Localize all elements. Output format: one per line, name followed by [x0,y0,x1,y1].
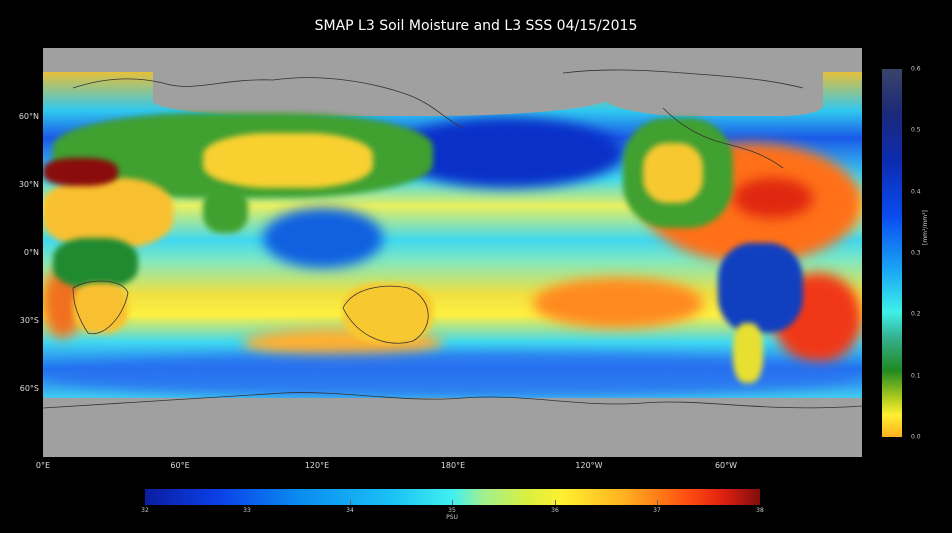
land-southern-africa [73,283,128,333]
land-central-africa [53,238,138,288]
sss-tick-36: 36 [551,507,559,514]
sss-tick-37: 37 [653,507,661,514]
lon-label-60e: 60°E [170,461,190,470]
sss-tick-38: 38 [756,507,764,514]
lat-label-30n: 30°N [18,180,39,189]
land-africa-sahara [43,178,173,248]
lat-label-60s: 60°S [19,384,39,393]
antarctica-mask [43,398,862,457]
sss-tick-32: 32 [141,507,149,514]
soil-moisture-colorbar [882,69,902,437]
lon-label-120w: 120°W [575,461,603,470]
mediterranean [43,158,118,186]
land-north-america-interior [643,143,703,203]
sm-tick-0.4: 0.4 [911,188,921,196]
sss-tick-33: 33 [243,507,251,514]
sm-tick-0.1: 0.1 [911,372,921,380]
sm-tick-0.3: 0.3 [911,249,921,257]
map-title: SMAP L3 Soil Moisture and L3 SSS 04/15/2… [314,18,638,34]
southern-ocean-fresh [43,353,862,398]
sm-tick-0.6: 0.6 [911,65,921,73]
sm-tick-0.2: 0.2 [911,310,921,318]
lat-label-60n: 60°N [18,112,39,121]
coastline-overlay [43,69,862,409]
soil-moisture-unit-label: [mm³/mm³] [922,210,929,245]
lon-label-60w: 60°W [714,461,738,470]
sss-tick-35: 35 [448,507,456,514]
sm-tick-0.0: 0.0 [911,433,921,441]
sss-tickmark [555,500,556,505]
sss-tickmark [452,500,453,505]
lat-label-30s: 30°S [19,316,39,325]
world-map [43,48,862,457]
land-south-america [718,243,803,333]
warm-pool-fresh [263,208,383,268]
lon-label-180e: 180°E [440,461,466,470]
north-atlantic-core [733,178,813,218]
sm-tick-0.5: 0.5 [911,126,921,134]
sss-tickmark [350,500,351,505]
lon-label-0e: 0°E [35,461,51,470]
north-america-north-mask [603,66,823,116]
land-india [203,188,248,233]
lat-label-0n: 0°N [23,248,39,257]
sss-tick-34: 34 [346,507,354,514]
south-pacific-high-salinity [533,278,703,328]
sss-unit-label: PSU [446,514,458,521]
land-south-america-south [733,323,763,383]
land-asia-interior [203,133,373,188]
lon-label-120e: 120°E [304,461,330,470]
sss-tickmark [657,500,658,505]
sss-colorbar [145,489,760,505]
eurasia-north-mask [153,66,613,116]
